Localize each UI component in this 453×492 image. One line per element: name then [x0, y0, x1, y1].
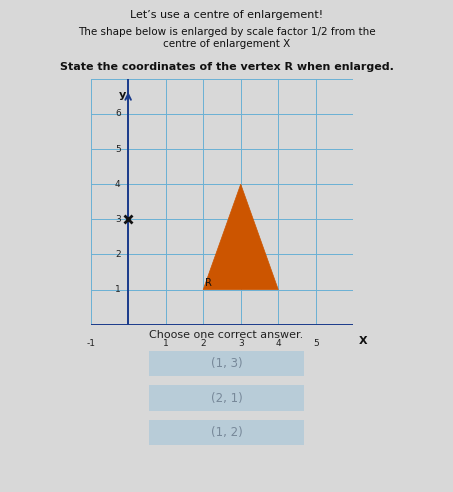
Text: 3: 3	[238, 339, 244, 348]
Text: State the coordinates of the vertex R when enlarged.: State the coordinates of the vertex R wh…	[59, 62, 394, 71]
Text: (2, 1): (2, 1)	[211, 392, 242, 404]
Text: Let’s use a centre of enlargement!: Let’s use a centre of enlargement!	[130, 10, 323, 20]
Text: 3: 3	[115, 215, 120, 224]
Text: 2: 2	[115, 250, 120, 259]
Text: Choose one correct answer.: Choose one correct answer.	[149, 330, 304, 339]
Text: R: R	[205, 278, 212, 288]
Text: The shape below is enlarged by scale factor 1/2 from the
centre of enlargement X: The shape below is enlarged by scale fac…	[77, 27, 376, 49]
Text: -1: -1	[86, 339, 95, 348]
Text: (1, 3): (1, 3)	[211, 357, 242, 370]
Text: 1: 1	[115, 285, 120, 294]
Text: 4: 4	[275, 339, 281, 348]
Text: 6: 6	[115, 109, 120, 119]
Text: 2: 2	[200, 339, 206, 348]
Text: 5: 5	[313, 339, 318, 348]
Polygon shape	[203, 184, 278, 290]
Text: 1: 1	[163, 339, 169, 348]
Text: (1, 2): (1, 2)	[211, 426, 242, 439]
Text: 5: 5	[115, 145, 120, 154]
Text: X: X	[358, 336, 367, 345]
Text: y: y	[119, 90, 126, 99]
Text: 4: 4	[115, 180, 120, 188]
